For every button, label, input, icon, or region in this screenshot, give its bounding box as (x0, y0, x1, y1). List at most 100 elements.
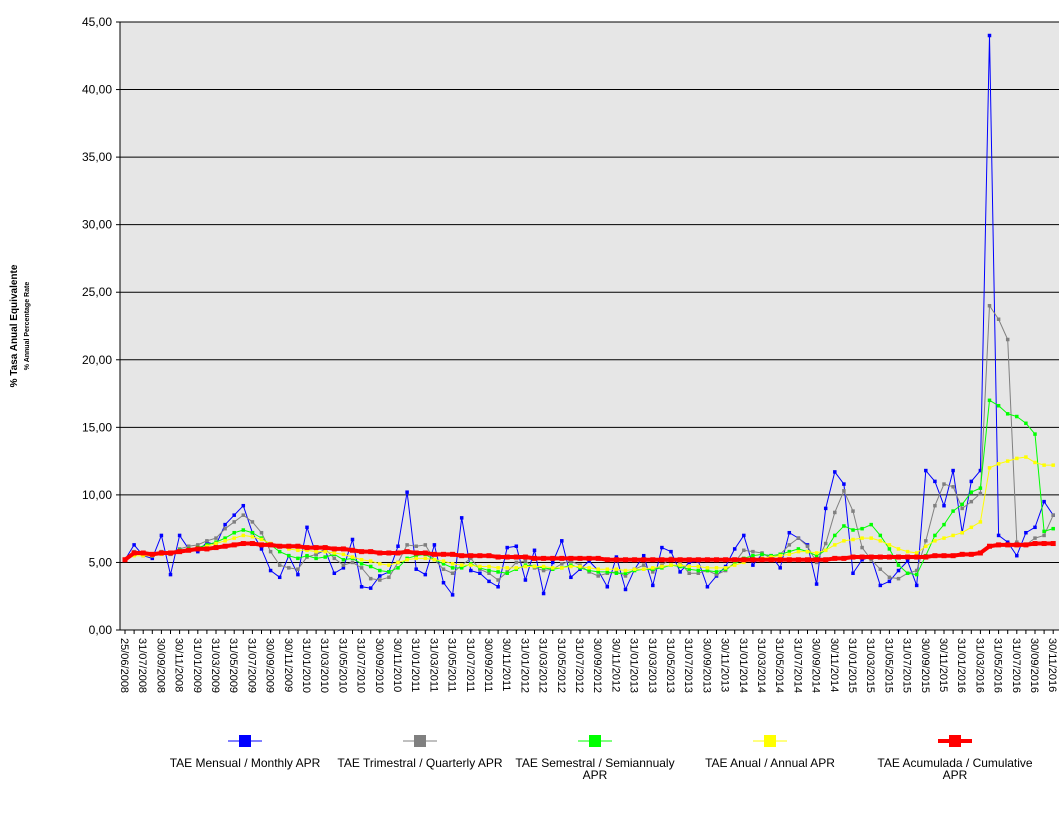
data-point (969, 499, 974, 504)
data-point (587, 566, 591, 570)
data-point (286, 543, 292, 549)
legend-marker (414, 735, 426, 747)
data-point (469, 568, 473, 573)
data-point (223, 539, 227, 543)
data-point (423, 572, 428, 577)
data-point (196, 549, 200, 554)
data-point (450, 571, 455, 576)
data-point (559, 555, 565, 561)
x-tick-label: 31/01/2016 (955, 638, 967, 693)
data-point (469, 556, 473, 561)
data-point (541, 591, 546, 596)
x-tick-label: 30/11/2013 (719, 638, 731, 692)
data-point (632, 567, 637, 571)
x-tick-label: 30/09/2015 (919, 638, 931, 693)
data-point (924, 544, 928, 548)
data-point (933, 533, 937, 538)
data-point (814, 557, 820, 563)
data-point (860, 536, 864, 540)
data-point (732, 563, 737, 567)
data-point (586, 555, 592, 561)
data-point (632, 557, 638, 563)
data-point (823, 541, 828, 546)
x-tick-label: 31/03/2010 (318, 638, 330, 693)
legend-marker (239, 735, 251, 747)
data-point (459, 516, 464, 520)
data-point (914, 551, 919, 555)
data-point (295, 543, 301, 549)
data-point (687, 571, 691, 576)
data-point (978, 468, 983, 473)
data-point (1042, 529, 1046, 534)
data-point (768, 557, 774, 563)
x-tick-label: 31/01/2012 (518, 638, 530, 693)
data-point (341, 563, 346, 567)
data-point (414, 544, 418, 548)
x-tick-label: 31/03/2014 (755, 638, 767, 693)
data-point (368, 559, 373, 563)
data-point (359, 562, 364, 566)
data-point (505, 545, 509, 550)
data-point (277, 543, 283, 549)
x-tick-label: 31/01/2013 (628, 638, 640, 693)
data-point (350, 555, 355, 559)
data-point (841, 555, 847, 561)
data-point (896, 554, 901, 560)
data-point (332, 551, 337, 555)
data-point (569, 559, 573, 563)
data-point (868, 554, 874, 560)
data-point (277, 575, 282, 580)
data-point (459, 563, 464, 567)
data-point (404, 549, 410, 555)
data-point (250, 535, 255, 539)
data-point (987, 543, 992, 549)
data-point (314, 549, 318, 554)
data-point (378, 562, 382, 566)
data-point (396, 566, 400, 570)
data-point (604, 557, 610, 563)
x-tick-label: 31/07/2012 (573, 638, 585, 693)
data-point (914, 554, 920, 560)
data-point (851, 537, 855, 542)
data-point (478, 564, 482, 569)
data-point (842, 524, 846, 528)
plot-background (120, 22, 1059, 630)
data-point (887, 547, 892, 551)
data-point (496, 585, 500, 589)
data-point (550, 560, 555, 565)
data-point (833, 533, 837, 538)
data-point (387, 570, 391, 574)
data-point (996, 462, 1001, 466)
data-point (833, 543, 837, 547)
data-point (241, 528, 246, 532)
data-point (833, 470, 837, 474)
data-point (541, 568, 546, 573)
data-point (814, 553, 819, 558)
data-point (132, 543, 136, 547)
x-tick-label: 25/06/2008 (118, 638, 130, 693)
data-point (842, 489, 846, 493)
data-point (687, 564, 691, 569)
data-point (805, 544, 810, 548)
data-point (259, 547, 264, 551)
data-point (241, 533, 246, 538)
data-point (687, 560, 691, 565)
data-point (268, 549, 273, 554)
data-point (887, 575, 892, 580)
data-point (350, 537, 355, 542)
x-tick-label: 31/07/2014 (791, 638, 803, 693)
data-point (232, 536, 236, 540)
data-point (886, 554, 892, 560)
data-point (968, 551, 974, 557)
data-point (933, 539, 937, 543)
data-point (641, 557, 647, 563)
data-point (1005, 459, 1010, 463)
data-point (177, 533, 182, 538)
data-point (823, 557, 829, 563)
data-point (459, 553, 465, 559)
data-point (678, 563, 682, 567)
data-point (232, 513, 236, 517)
data-point (978, 520, 983, 524)
data-point (905, 571, 910, 576)
